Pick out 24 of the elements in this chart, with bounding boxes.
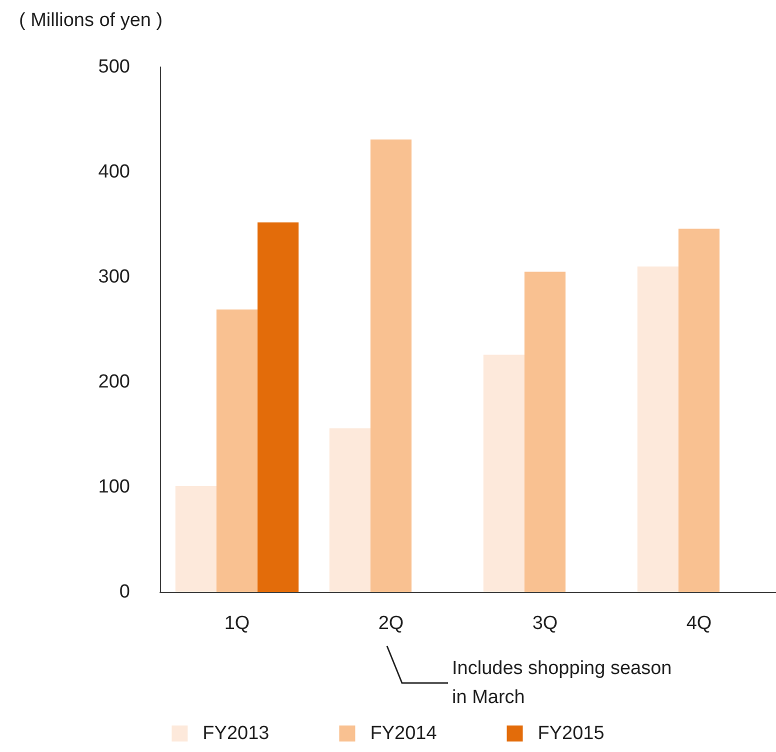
bar — [483, 354, 524, 592]
x-tick-label: 4Q — [686, 613, 712, 634]
legend-label: FY2013 — [202, 723, 270, 744]
legend-label: FY2014 — [370, 723, 438, 744]
y-axis-title: ( Millions of yen ) — [19, 10, 163, 31]
legend-label: FY2015 — [538, 723, 604, 744]
y-tick-label: 100 — [98, 476, 130, 498]
bar — [216, 310, 258, 592]
y-tick-label: 300 — [98, 266, 130, 288]
y-tick-label: 200 — [98, 372, 130, 392]
x-tick-label: 2Q — [378, 613, 404, 634]
x-tick-label: 3Q — [532, 613, 558, 634]
bar — [678, 228, 720, 592]
y-tick-label: 500 — [98, 56, 130, 78]
bar — [258, 222, 299, 592]
bar — [637, 266, 678, 592]
text: Includes shopping season in March — [452, 658, 672, 708]
bar — [370, 139, 412, 592]
bar — [524, 272, 566, 592]
y-tick-label: 0 — [119, 582, 130, 602]
y-tick-label: 400 — [98, 162, 130, 182]
bar — [329, 428, 370, 592]
bar — [175, 486, 216, 592]
x-tick-label: 1Q — [224, 613, 250, 634]
